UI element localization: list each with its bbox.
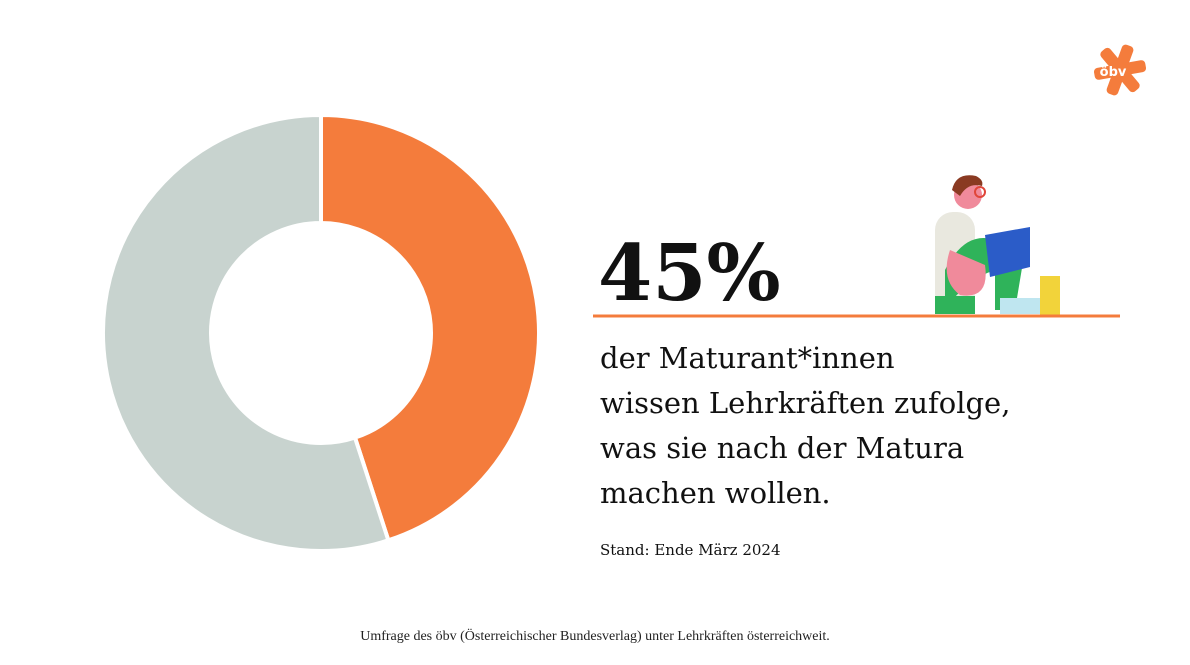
logo-text: öbv [1100, 65, 1127, 80]
description-line: was sie nach der Matura [600, 431, 964, 465]
illustration [935, 175, 1060, 316]
illustration-hair [952, 175, 983, 196]
value-label: 45% [598, 228, 781, 319]
donut-segment [319, 112, 541, 543]
description-line: machen wollen. [600, 476, 831, 510]
illustration-box [1000, 298, 1040, 314]
logo: öbv [1093, 44, 1147, 96]
note: Stand: Ende März 2024 [600, 541, 781, 559]
illustration-book [985, 227, 1030, 277]
description-line: wissen Lehrkräften zufolge, [600, 386, 1010, 420]
description-line: der Maturant*innen [600, 341, 895, 375]
illustration-arm [946, 250, 986, 296]
illustration-box [1040, 276, 1060, 316]
illustration-seat [935, 296, 975, 314]
donut-chart [101, 112, 541, 553]
illustration-glasses [974, 186, 986, 198]
donut-segment [101, 112, 391, 553]
source: Umfrage des öbv (Österreichischer Bundes… [360, 627, 830, 644]
